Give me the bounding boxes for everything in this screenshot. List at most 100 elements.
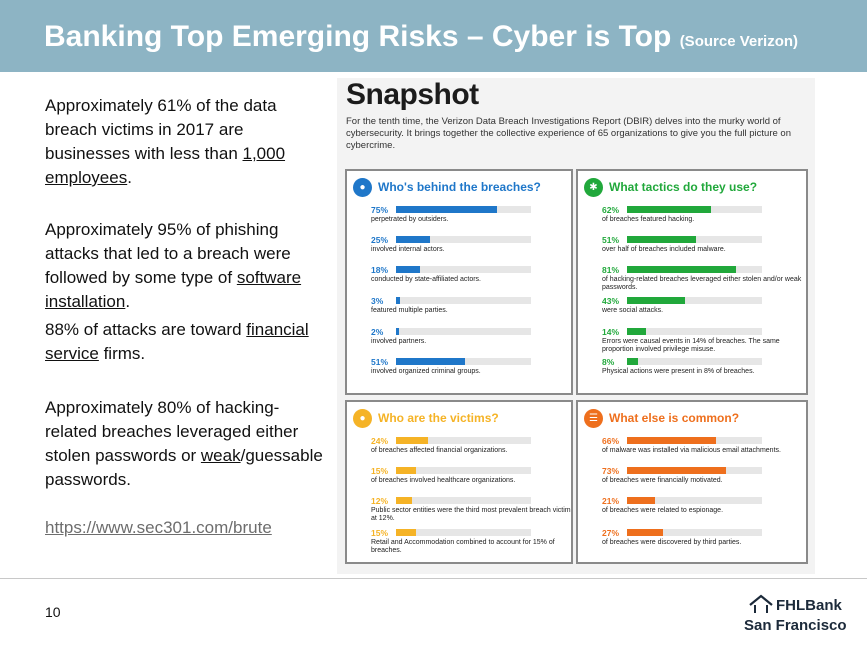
bar-track xyxy=(396,358,531,365)
stat-row: 14% Errors were causal events in 14% of b… xyxy=(602,327,802,354)
stat-row: 66% of malware was installed via maliciou… xyxy=(602,436,802,455)
stat-row: 24% of breaches affected financial organi… xyxy=(371,436,571,455)
stat-row: 15% of breaches involved healthcare organ… xyxy=(371,466,571,485)
employees-link[interactable]: 1,000 employees xyxy=(45,144,286,187)
quadrant-title: Who's behind the breaches? xyxy=(378,180,541,194)
bar xyxy=(396,529,417,536)
logo-line2: San Francisco xyxy=(744,617,847,634)
bar xyxy=(396,467,417,474)
data-label: 2% xyxy=(371,326,384,337)
person-icon: ● xyxy=(353,177,372,197)
category-label: involved internal actors. xyxy=(371,246,445,253)
bar-track xyxy=(627,529,762,536)
bar xyxy=(396,206,498,213)
category-label: involved organized criminal groups. xyxy=(371,368,481,375)
bar-track xyxy=(627,236,762,243)
data-label: 18% xyxy=(371,264,389,275)
snapshot-intro: For the tenth time, the Verizon Data Bre… xyxy=(346,116,791,151)
title-bar: Banking Top Emerging Risks – Cyber is To… xyxy=(0,0,867,72)
quadrant-title: What tactics do they use? xyxy=(609,180,758,194)
quadrant-header: ☰ What else is common? xyxy=(584,408,739,428)
bar xyxy=(396,437,429,444)
bar xyxy=(627,266,737,273)
quadrant-tactics: ✱ What tactics do they use? 62% of breach… xyxy=(576,169,808,395)
stat-header: 21% xyxy=(602,495,802,506)
bar-track xyxy=(627,358,762,365)
quadrant-victims: ● Who are the victims? 24% of breaches af… xyxy=(345,400,573,564)
bar xyxy=(627,206,711,213)
footer-divider xyxy=(0,578,867,579)
bar xyxy=(627,236,696,243)
bar xyxy=(396,297,401,304)
logo-line1: FHLBank xyxy=(776,597,842,614)
category-label: of breaches were financially motivated. xyxy=(602,477,723,484)
bar xyxy=(627,437,717,444)
stat-row: 27% of breaches were discovered by third … xyxy=(602,528,802,547)
data-label: 3% xyxy=(371,295,384,306)
category-label: Public sector entities were the third mo… xyxy=(371,507,571,522)
bar xyxy=(627,358,638,365)
stat-row: 43% were social attacks. xyxy=(602,296,802,315)
category-label: were social attacks. xyxy=(602,307,664,314)
stat-paragraph-phishing: Approximately 95% of phishing attacks th… xyxy=(45,220,302,311)
data-label: 62% xyxy=(602,204,620,215)
bar-track xyxy=(627,266,762,273)
quadrant-common: ☰ What else is common? 66% of malware was… xyxy=(576,400,808,564)
stat-header: 51% xyxy=(602,235,802,245)
stat-header: 27% xyxy=(602,528,802,538)
list-icon: ☰ xyxy=(584,408,603,428)
stat-row: 51% over half of breaches included malwar… xyxy=(602,235,802,254)
quadrant-title: Who are the victims? xyxy=(378,411,499,425)
stat-row: 3% featured multiple parties. xyxy=(371,296,571,315)
financial-service-link[interactable]: financial service xyxy=(45,320,309,363)
weak-link[interactable]: weak xyxy=(200,446,241,465)
stat-row: 75% perpetrated by outsiders. xyxy=(371,205,571,224)
category-label: of breaches involved healthcare organiza… xyxy=(371,477,516,484)
snapshot-infographic: Snapshot For the tenth time, the Verizon… xyxy=(337,78,815,574)
bar xyxy=(627,328,646,335)
bar-track xyxy=(627,328,762,335)
stat-header: 18% xyxy=(371,264,571,275)
stat-row: 18% conducted by state-affiliated actors. xyxy=(371,265,571,284)
bar xyxy=(627,297,686,304)
stat-paragraph-employees: Approximately 61% of the data breach vic… xyxy=(45,96,286,187)
slide-source: (Source Verizon) xyxy=(679,33,799,50)
slide-title: Banking Top Emerging Risks – Cyber is To… xyxy=(44,20,799,53)
stat-header: 75% xyxy=(371,205,571,215)
software-installation-link[interactable]: software installation xyxy=(45,268,302,311)
bar-track xyxy=(627,206,762,213)
snapshot-title: Snapshot xyxy=(346,78,479,111)
bar-track xyxy=(627,437,762,444)
stat-paragraph-financial: 88% of attacks are toward financial serv… xyxy=(45,320,309,363)
stat-row: 62% of breaches featured hacking. xyxy=(602,205,802,224)
stat-header: 62% xyxy=(602,204,802,215)
data-label: 8% xyxy=(602,356,615,367)
data-label: 21% xyxy=(602,495,620,506)
data-label: 15% xyxy=(371,465,389,476)
bar-track xyxy=(627,297,762,304)
stat-header: 73% xyxy=(602,466,802,476)
stat-row: 21% of breaches were related to espionage… xyxy=(602,496,802,515)
bar-track xyxy=(396,497,531,504)
bar xyxy=(396,266,421,273)
data-label: 66% xyxy=(602,435,620,446)
page-number: 10 xyxy=(45,604,61,620)
source-url-link[interactable]: https://www.sec301.com/brute xyxy=(45,518,272,537)
category-label: perpetrated by outsiders. xyxy=(371,216,449,223)
stat-header: 3% xyxy=(371,295,571,306)
category-label: involved partners. xyxy=(371,338,427,345)
bar xyxy=(396,236,430,243)
stat-row: 73% of breaches were financially motivate… xyxy=(602,466,802,485)
bar-track xyxy=(396,467,531,474)
stat-row: 51% involved organized criminal groups. xyxy=(371,357,571,376)
category-label: Physical actions were present in 8% of b… xyxy=(602,368,755,375)
quadrant-title: What else is common? xyxy=(609,411,740,425)
stat-header: 51% xyxy=(371,356,571,367)
category-label: of malware was installed via malicious e… xyxy=(602,447,781,454)
fhlbank-logo: FHLBank San Francisco xyxy=(744,593,854,637)
bar-track xyxy=(396,297,531,304)
data-label: 51% xyxy=(371,356,389,367)
stat-header: 12% xyxy=(371,496,571,506)
bar-track xyxy=(396,437,531,444)
data-label: 24% xyxy=(371,435,389,446)
